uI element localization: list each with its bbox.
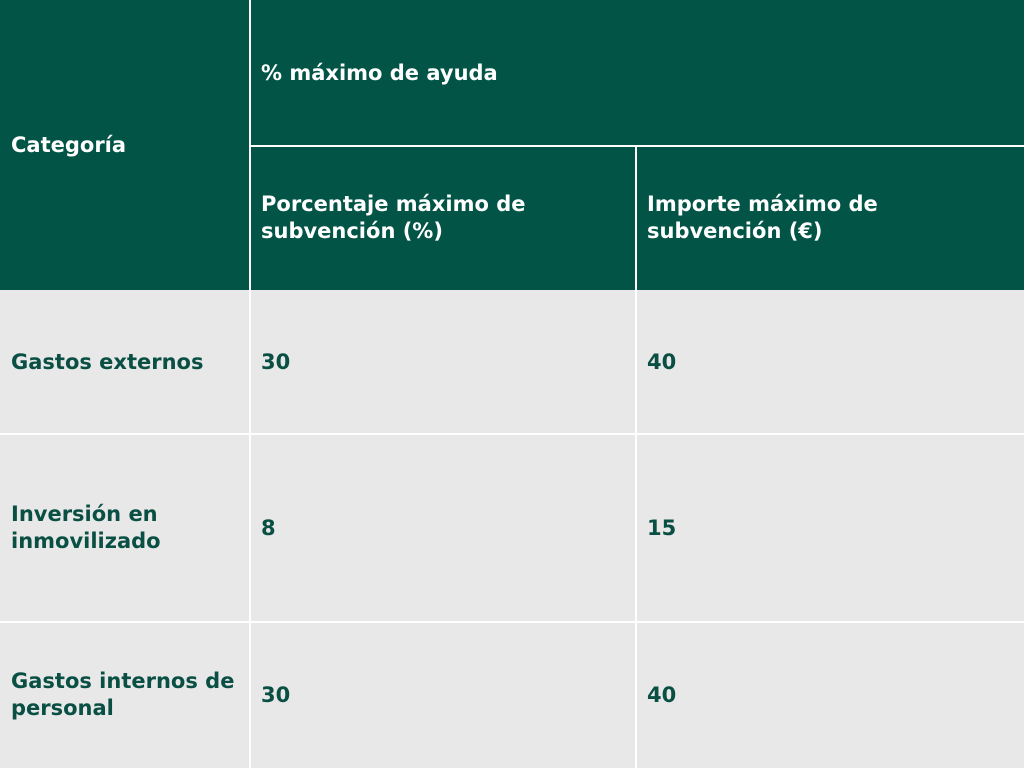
row-percent-value: 30 <box>261 682 291 707</box>
row-amount-value: 40 <box>647 349 677 374</box>
table-row-2-amount: 15 <box>636 434 1024 622</box>
row-amount-value: 15 <box>647 515 677 540</box>
row-amount-value: 40 <box>647 682 677 707</box>
header-group-label: % máximo de ayuda <box>261 60 498 85</box>
row-percent-value: 8 <box>261 515 276 540</box>
grid-line <box>0 433 1024 435</box>
grid-line <box>249 145 1024 147</box>
table-row-2-percent: 8 <box>250 434 636 622</box>
table-row-3-category: Gastos internos de personal <box>0 622 250 768</box>
header-category-cell: Categoría <box>0 0 250 290</box>
row-category-label: Gastos internos de personal <box>11 669 235 720</box>
header-category-label: Categoría <box>11 132 127 157</box>
table-row-3-amount: 40 <box>636 622 1024 768</box>
grid-line <box>0 621 1024 623</box>
header-group-cell: % máximo de ayuda <box>250 0 1024 146</box>
table-row-1-category: Gastos externos <box>0 290 250 434</box>
grid-line <box>249 0 251 768</box>
table-row-1-amount: 40 <box>636 290 1024 434</box>
row-category-label: Gastos externos <box>11 349 204 374</box>
header-amount-label: Importe máximo de subvención (€) <box>647 192 878 243</box>
table-row-3-percent: 30 <box>250 622 636 768</box>
header-percent-cell: Porcentaje máximo de subvención (%) <box>250 146 636 290</box>
header-amount-cell: Importe máximo de subvención (€) <box>636 146 1024 290</box>
table-row-1-percent: 30 <box>250 290 636 434</box>
header-percent-label: Porcentaje máximo de subvención (%) <box>261 192 526 243</box>
row-percent-value: 30 <box>261 349 291 374</box>
grid-line <box>635 145 637 768</box>
row-category-label: Inversión en inmovilizado <box>11 502 161 553</box>
table-row-2-category: Inversión en inmovilizado <box>0 434 250 622</box>
